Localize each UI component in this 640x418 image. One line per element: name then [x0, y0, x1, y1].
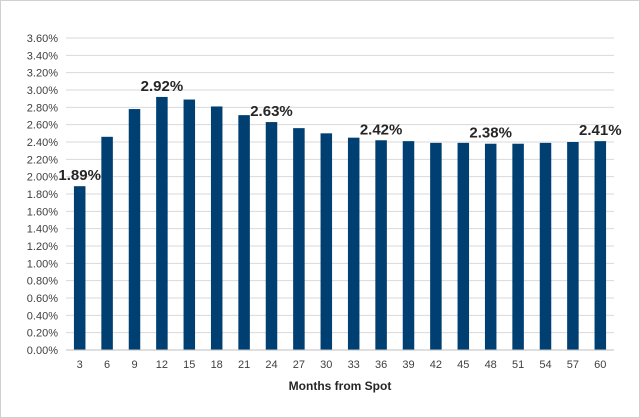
y-tick-label: 1.20%: [27, 241, 58, 253]
x-tick-label: 6: [104, 359, 110, 371]
bar: [402, 141, 415, 350]
x-tick-label: 42: [430, 359, 442, 371]
x-tick-label: 21: [238, 359, 250, 371]
bar: [347, 137, 360, 350]
y-tick-label: 3.40%: [27, 50, 58, 62]
y-tick-label: 1.80%: [27, 189, 58, 201]
bar: [210, 106, 223, 350]
x-tick-label: 45: [457, 359, 469, 371]
x-tick-label: 57: [567, 359, 579, 371]
y-tick-label: 0.00%: [27, 345, 58, 357]
bar: [375, 140, 387, 350]
data-label: 2.63%: [250, 103, 293, 120]
y-tick-label: 2.80%: [27, 102, 58, 114]
x-tick-label: 48: [485, 359, 497, 371]
x-tick-label: 30: [320, 359, 332, 371]
bars: [73, 96, 607, 351]
y-tick-label: 2.00%: [27, 172, 58, 184]
y-tick-label: 0.20%: [27, 328, 58, 340]
y-tick-label: 1.60%: [27, 206, 58, 218]
data-label: 2.42%: [360, 121, 403, 138]
x-tick-label: 9: [131, 359, 137, 371]
x-tick-label: 24: [265, 359, 277, 371]
bar: [457, 142, 470, 350]
x-tick-label: 27: [293, 359, 305, 371]
x-tick-label: 54: [539, 359, 551, 371]
bar: [539, 142, 552, 350]
x-tick-label: 36: [375, 359, 387, 371]
bar: [128, 109, 141, 350]
x-tick-label: 12: [156, 359, 168, 371]
x-tick-label: 18: [211, 359, 223, 371]
y-tick-label: 2.40%: [27, 137, 58, 149]
y-tick-label: 0.40%: [27, 310, 58, 322]
x-tick-label: 15: [183, 359, 195, 371]
x-tick-label: 3: [77, 359, 83, 371]
x-tick-label: 33: [348, 359, 360, 371]
bar: [430, 142, 442, 350]
bar: [320, 133, 333, 350]
y-tick-label: 3.60%: [27, 33, 58, 45]
y-tick-label: 1.00%: [27, 258, 58, 270]
bar: [293, 128, 305, 350]
bar: [512, 143, 524, 350]
bar: [101, 136, 113, 350]
y-tick-label: 3.00%: [27, 85, 58, 97]
x-axis-title: Months from Spot: [289, 379, 392, 393]
y-tick-label: 0.80%: [27, 276, 58, 288]
data-label: 2.41%: [579, 122, 622, 139]
y-axis-tick-labels: 0.00% 0.20% 0.40% 0.60% 0.80% 1.00% 1.20% 1.40%…: [27, 33, 58, 357]
bar: [238, 115, 250, 350]
bar: [73, 186, 86, 350]
data-label: 2.38%: [469, 125, 512, 142]
y-tick-label: 2.20%: [27, 154, 58, 166]
y-tick-label: 3.20%: [27, 68, 58, 80]
x-tick-label: 60: [594, 359, 606, 371]
bar: [265, 122, 278, 350]
x-tick-label: 39: [402, 359, 414, 371]
bar: [594, 141, 607, 350]
x-tick-label: 51: [512, 359, 524, 371]
y-tick-label: 2.60%: [27, 120, 58, 132]
y-tick-label: 0.60%: [27, 293, 58, 305]
data-label: 1.89%: [58, 167, 101, 184]
x-axis-tick-labels: 3 6 9 12 15 18 21 24 27 30 33 36 39 42 45 48 51 54 57 60: [77, 359, 607, 371]
bar: [567, 142, 579, 350]
data-label: 2.92%: [141, 78, 184, 95]
bar: [183, 99, 196, 351]
data-labels: 1.89% 2.92% 2.63% 2.42% 2.38% 2.41%: [58, 78, 621, 184]
y-tick-label: 1.40%: [27, 224, 58, 236]
bar: [484, 143, 497, 350]
bar: [156, 96, 168, 350]
